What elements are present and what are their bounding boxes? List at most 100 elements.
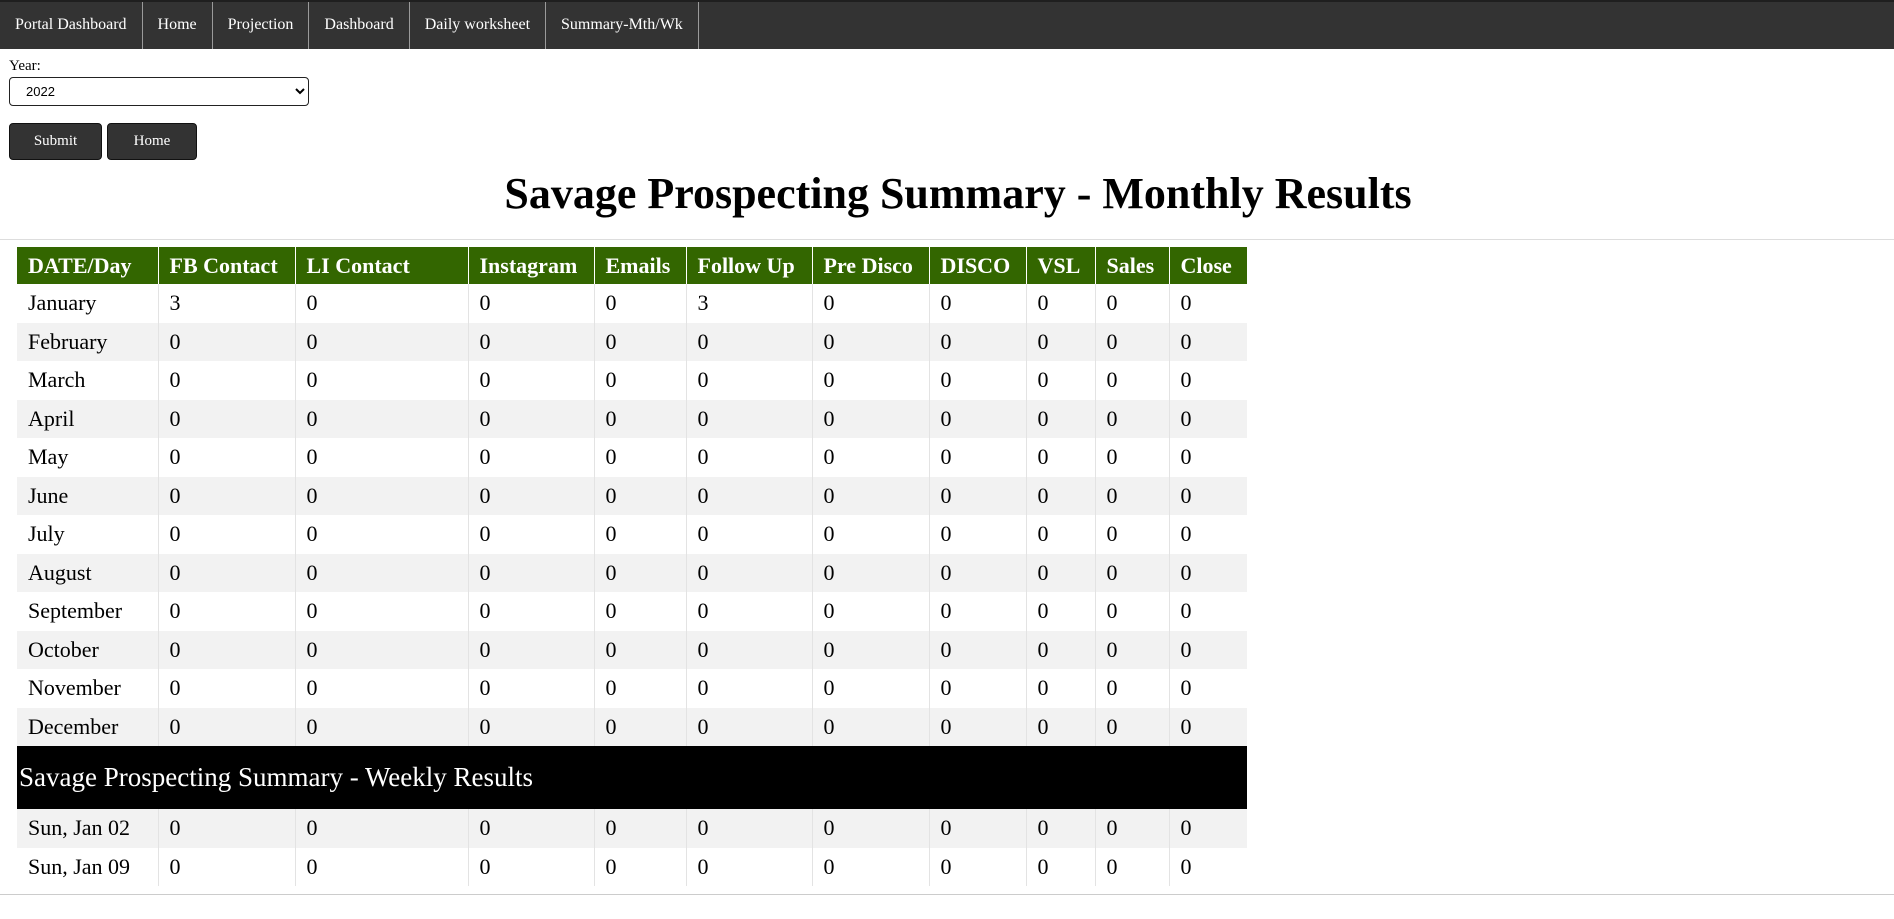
year-select[interactable]: 2022	[9, 77, 309, 106]
value-cell: 0	[594, 322, 687, 361]
value-cell: 0	[594, 515, 687, 554]
value-cell: 0	[929, 592, 1027, 631]
value-cell: 0	[929, 707, 1027, 746]
nav-home[interactable]: Home	[143, 2, 213, 49]
value-cell: 0	[295, 847, 469, 886]
value-cell: 0	[686, 707, 813, 746]
monthly-rows: January 3 0 0 0 3 0 0 0 0 0 February 0 0 0 0 0 0 0 0 0 0 March…	[17, 284, 1247, 746]
header-emails: Emails	[594, 247, 687, 284]
value-cell: 0	[1026, 476, 1096, 515]
header-follow-up: Follow Up	[686, 247, 813, 284]
weekly-section: Savage Prospecting Summary - Weekly Resu…	[17, 746, 1247, 809]
value-cell: 0	[929, 476, 1027, 515]
summary-table-container[interactable]: DATE/Day FB Contact LI Contact Instagram…	[17, 247, 1247, 892]
row-label-cell: May	[17, 438, 159, 477]
value-cell: 0	[1095, 669, 1170, 708]
nav-daily-worksheet[interactable]: Daily worksheet	[410, 2, 547, 49]
value-cell: 0	[468, 322, 595, 361]
value-cell: 0	[158, 847, 296, 886]
value-cell: 0	[158, 515, 296, 554]
value-cell: 0	[812, 847, 930, 886]
table-row: August 0 0 0 0 0 0 0 0 0 0	[17, 553, 1247, 592]
value-cell: 0	[1169, 515, 1247, 554]
row-label-cell: October	[17, 630, 159, 669]
value-cell: 0	[929, 553, 1027, 592]
value-cell: 0	[468, 592, 595, 631]
value-cell: 0	[295, 476, 469, 515]
top-nav: Portal Dashboard Home Projection Dashboa…	[0, 0, 1894, 49]
value-cell: 0	[158, 809, 296, 848]
value-cell: 0	[1026, 361, 1096, 400]
value-cell: 0	[158, 553, 296, 592]
value-cell: 0	[1026, 707, 1096, 746]
value-cell: 0	[812, 592, 930, 631]
value-cell: 3	[158, 284, 296, 323]
table-row: July 0 0 0 0 0 0 0 0 0 0	[17, 515, 1247, 554]
value-cell: 0	[594, 630, 687, 669]
row-label-cell: November	[17, 669, 159, 708]
value-cell: 0	[686, 476, 813, 515]
value-cell: 0	[812, 553, 930, 592]
value-cell: 0	[295, 515, 469, 554]
value-cell: 0	[1169, 847, 1247, 886]
value-cell: 0	[686, 592, 813, 631]
value-cell: 0	[929, 630, 1027, 669]
nav-projection[interactable]: Projection	[213, 2, 310, 49]
value-cell: 0	[295, 399, 469, 438]
value-cell: 0	[812, 361, 930, 400]
value-cell: 0	[1095, 847, 1170, 886]
header-li-contact: LI Contact	[295, 247, 469, 284]
row-label-cell: Sun, Jan 02	[17, 809, 159, 848]
value-cell: 0	[468, 847, 595, 886]
value-cell: 0	[1095, 592, 1170, 631]
value-cell: 0	[594, 476, 687, 515]
table-row: April 0 0 0 0 0 0 0 0 0 0	[17, 399, 1247, 438]
row-label-cell: December	[17, 707, 159, 746]
value-cell: 0	[686, 669, 813, 708]
value-cell: 0	[468, 809, 595, 848]
row-label-cell: March	[17, 361, 159, 400]
value-cell: 0	[1026, 438, 1096, 477]
value-cell: 3	[686, 284, 813, 323]
value-cell: 0	[295, 592, 469, 631]
value-cell: 0	[1026, 592, 1096, 631]
value-cell: 0	[1169, 592, 1247, 631]
table-row: Sun, Jan 02 0 0 0 0 0 0 0 0 0 0	[17, 809, 1247, 848]
value-cell: 0	[468, 361, 595, 400]
value-cell: 0	[812, 707, 930, 746]
value-cell: 0	[686, 438, 813, 477]
value-cell: 0	[1026, 515, 1096, 554]
value-cell: 0	[929, 438, 1027, 477]
nav-summary-mth-wk[interactable]: Summary-Mth/Wk	[546, 2, 699, 49]
value-cell: 0	[594, 553, 687, 592]
nav-portal-dashboard[interactable]: Portal Dashboard	[0, 2, 143, 49]
value-cell: 0	[158, 669, 296, 708]
header-vsl: VSL	[1026, 247, 1096, 284]
row-label-cell: August	[17, 553, 159, 592]
table-row: December 0 0 0 0 0 0 0 0 0 0	[17, 707, 1247, 746]
value-cell: 0	[158, 438, 296, 477]
nav-dashboard[interactable]: Dashboard	[309, 2, 410, 49]
header-disco: DISCO	[929, 247, 1027, 284]
summary-table: DATE/Day FB Contact LI Contact Instagram…	[17, 247, 1247, 886]
value-cell: 0	[812, 438, 930, 477]
value-cell: 0	[929, 847, 1027, 886]
value-cell: 0	[158, 399, 296, 438]
row-label-cell: July	[17, 515, 159, 554]
weekly-header-row: Savage Prospecting Summary - Weekly Resu…	[17, 746, 1247, 809]
row-label-cell: September	[17, 592, 159, 631]
value-cell: 0	[1095, 553, 1170, 592]
value-cell: 0	[686, 809, 813, 848]
value-cell: 0	[1169, 553, 1247, 592]
value-cell: 0	[158, 707, 296, 746]
value-cell: 0	[468, 399, 595, 438]
value-cell: 0	[929, 322, 1027, 361]
submit-button[interactable]: Submit	[9, 123, 102, 160]
value-cell: 0	[1169, 669, 1247, 708]
value-cell: 0	[812, 399, 930, 438]
home-button[interactable]: Home	[107, 123, 197, 160]
value-cell: 0	[1169, 284, 1247, 323]
value-cell: 0	[1095, 809, 1170, 848]
row-label-cell: April	[17, 399, 159, 438]
value-cell: 0	[686, 553, 813, 592]
